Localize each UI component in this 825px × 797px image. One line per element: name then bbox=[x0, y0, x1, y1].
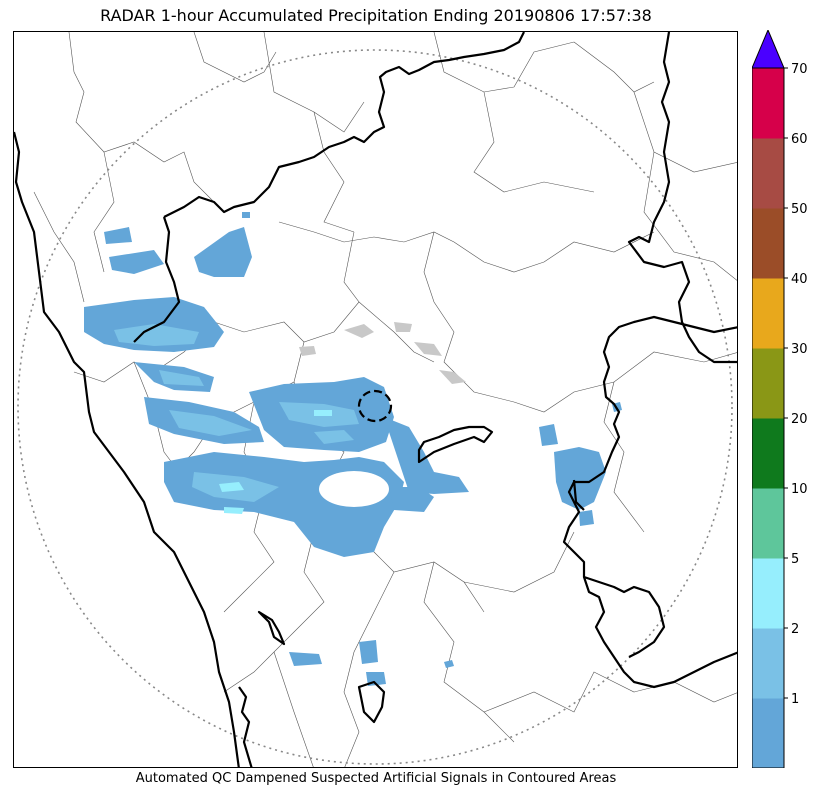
colorbar-svg: 1 2 5 10 20 30 40 50 60 70 bbox=[751, 28, 808, 769]
clutter-layer bbox=[299, 322, 466, 384]
colorbar-level-20-30 bbox=[752, 348, 784, 419]
colorbar-level-40-50 bbox=[752, 208, 784, 279]
qc-footnote: Automated QC Dampened Suspected Artifici… bbox=[135, 771, 617, 786]
colorbar-blocks bbox=[752, 68, 784, 769]
precipitation-gap bbox=[319, 471, 389, 507]
radar-map[interactable] bbox=[13, 31, 738, 768]
colorbar-tick-label: 10 bbox=[791, 482, 808, 497]
colorbar-tick-label: 2 bbox=[791, 622, 799, 637]
colorbar-level-1-2 bbox=[752, 628, 784, 699]
colorbar-tick-label: 1 bbox=[791, 692, 799, 707]
colorbar-level-60-70 bbox=[752, 68, 784, 139]
colorbar-level-2-5 bbox=[752, 558, 784, 629]
colorbar-tick-label: 20 bbox=[791, 412, 808, 427]
colorbar-level-30-40 bbox=[752, 278, 784, 349]
colorbar-tick-label: 50 bbox=[791, 202, 808, 217]
colorbar-tick-label: 70 bbox=[791, 62, 808, 77]
colorbar-level-50-60 bbox=[752, 138, 784, 209]
radar-map-canvas bbox=[14, 32, 737, 767]
colorbar-tick-label: 40 bbox=[791, 272, 808, 287]
colorbar-level-0-1 bbox=[752, 698, 784, 769]
colorbar-level-10-20 bbox=[752, 418, 784, 489]
colorbar-tick-label: 30 bbox=[791, 342, 808, 357]
artificial-signal-contour bbox=[357, 389, 393, 423]
precipitation-colorbar: 1 2 5 10 20 30 40 50 60 70 bbox=[751, 28, 808, 769]
colorbar-ticks: 1 2 5 10 20 30 40 50 60 70 bbox=[784, 62, 808, 707]
colorbar-level-5-10 bbox=[752, 488, 784, 559]
colorbar-extend-arrow bbox=[751, 28, 785, 69]
map-title: RADAR 1-hour Accumulated Precipitation E… bbox=[100, 6, 652, 25]
precipitation-layer bbox=[84, 212, 622, 686]
state-boundaries bbox=[14, 32, 737, 767]
colorbar-tick-label: 5 bbox=[791, 552, 799, 567]
colorbar-tick-label: 60 bbox=[791, 132, 808, 147]
precipitation-layer-heavy bbox=[219, 410, 332, 514]
radar-range-ring bbox=[17, 49, 733, 765]
